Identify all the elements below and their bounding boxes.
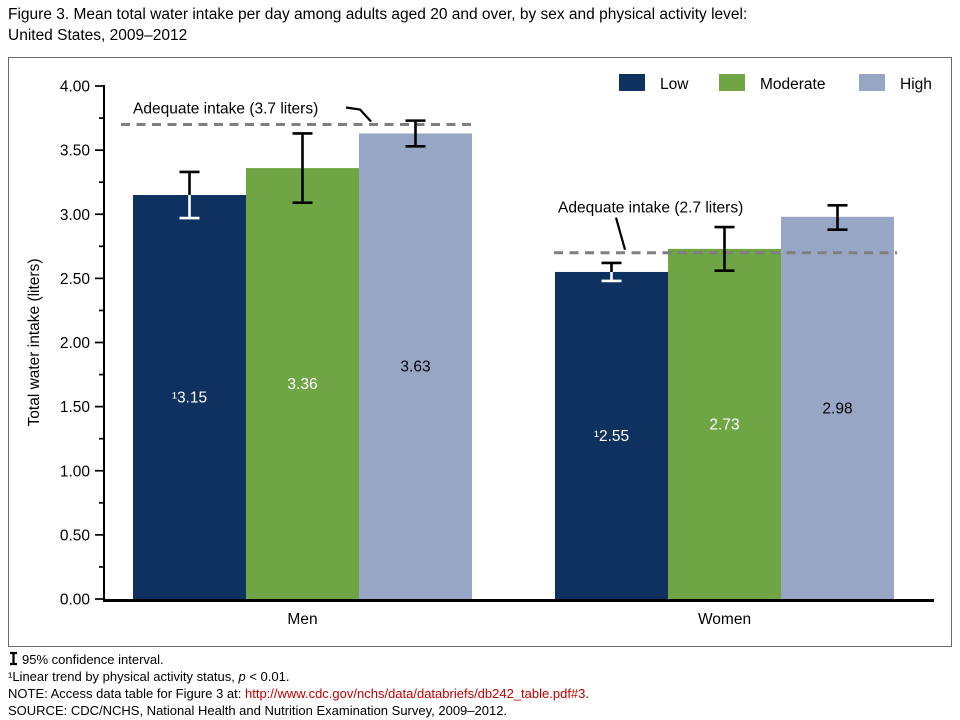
data-table-link[interactable]: http://www.cdc.gov/nchs/data/databriefs/…	[245, 686, 586, 701]
bar-women-moderate	[668, 248, 781, 599]
value-label-women-moderate: 2.73	[709, 416, 739, 433]
footnote-trend-pvar: p	[238, 669, 246, 684]
y-tick-label-1.5: 1.50	[60, 399, 91, 416]
y-axis-title: Total water intake (liters)	[26, 259, 43, 427]
value-label-women-low: ¹2.55	[594, 428, 629, 445]
y-tick-label-0: 0.00	[60, 592, 91, 609]
ci-men-moderate-lower	[292, 168, 313, 205]
bar-men-low	[133, 195, 246, 599]
category-label-women: Women	[698, 611, 751, 628]
ci-men-high-upper	[405, 119, 426, 134]
footnote-source-text: SOURCE: CDC/NCHS, National Health and Nu…	[8, 703, 508, 718]
footnote-trend-after: < 0.01.	[245, 669, 290, 684]
y-tick-label-2: 2.00	[60, 335, 91, 352]
y-tick-label-3: 3.00	[60, 207, 91, 224]
legend-label-moderate: Moderate	[760, 76, 825, 93]
figure-title-line2: United States, 2009–2012	[8, 27, 188, 44]
value-label-men-moderate: 3.36	[287, 376, 317, 393]
ci-women-moderate-lower	[714, 248, 735, 272]
bar-men-high	[359, 133, 472, 599]
y-tick-label-0.5: 0.50	[60, 527, 91, 544]
y-tick-label-2.5: 2.50	[60, 271, 91, 288]
annotation-pointer-women	[614, 217, 627, 251]
legend-swatch-moderate	[719, 74, 745, 91]
footnote-trend: ¹Linear trend by physical activity statu…	[8, 668, 952, 685]
ci-men-low-upper	[179, 170, 200, 196]
ci-women-high-upper	[827, 203, 848, 217]
y-tick-label-3.5: 3.50	[60, 143, 91, 160]
ci-women-low-lower	[601, 271, 622, 283]
figure-title-line1: Figure 3. Mean total water intake per da…	[8, 6, 748, 23]
annotation-pointer-men	[345, 106, 372, 123]
footnote-note: NOTE: Access data table for Figure 3 at:…	[8, 685, 952, 702]
footnote-source: SOURCE: CDC/NCHS, National Health and Nu…	[8, 702, 952, 719]
footnote-note-suffix: .	[585, 686, 590, 701]
value-label-men-low: ¹3.15	[172, 390, 207, 407]
ci-women-low-upper	[601, 261, 622, 272]
annotation-women: Adequate intake (2.7 liters)	[558, 200, 743, 217]
y-tick-label-1: 1.00	[60, 463, 91, 480]
bar-men-moderate	[246, 168, 359, 599]
ci-men-moderate-upper	[292, 132, 313, 169]
value-label-women-high: 2.98	[822, 400, 852, 417]
legend-swatch-low	[619, 74, 645, 91]
chart-frame: ¹3.15 ¹2.55 3.36 2.73 3.63 2.98 0.00 0.50 1.00 1.…	[8, 57, 952, 647]
footnote-trend-text: ¹Linear trend by physical activity statu…	[8, 669, 239, 684]
bar-women-low	[555, 271, 668, 599]
error-bar-icon	[10, 651, 17, 666]
footnote-ci-text: 95% confidence interval.	[22, 652, 164, 667]
figure-footnotes: 95% confidence interval. ¹Linear trend b…	[8, 651, 952, 719]
figure-title: Figure 3. Mean total water intake per da…	[8, 4, 948, 46]
bar-women-high	[781, 216, 894, 599]
annotation-men: Adequate intake (3.7 liters)	[133, 100, 318, 117]
legend-swatch-high	[859, 74, 885, 91]
category-label-men: Men	[287, 611, 317, 628]
footnote-note-prefix: NOTE: Access data table for Figure 3 at:	[8, 686, 245, 701]
y-tick-label-4: 4.00	[60, 79, 91, 96]
legend-label-low: Low	[660, 76, 689, 93]
legend-label-high: High	[900, 76, 932, 93]
ci-men-low-lower	[179, 195, 200, 220]
bar-chart: ¹3.15 ¹2.55 3.36 2.73 3.63 2.98 0.00 0.50 1.00 1.…	[26, 74, 934, 628]
ci-women-moderate-upper	[714, 225, 735, 249]
ci-women-high-lower	[827, 216, 848, 231]
ci-men-high-lower	[405, 133, 426, 148]
value-label-men-high: 3.63	[400, 359, 430, 376]
footnote-ci: 95% confidence interval.	[8, 651, 952, 668]
